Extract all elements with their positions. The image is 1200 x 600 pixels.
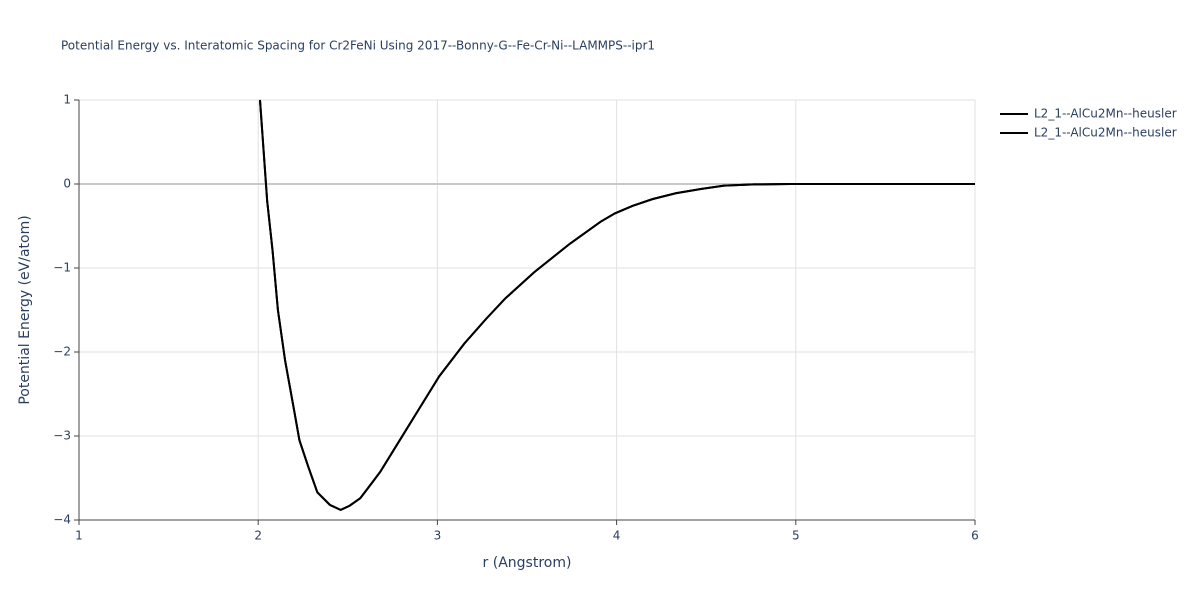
legend-label: L2_1--AlCu2Mn--heusler xyxy=(1034,126,1177,140)
x-tick-label: 2 xyxy=(254,529,262,543)
series-line xyxy=(258,99,975,512)
x-tick-label: 6 xyxy=(971,529,979,543)
x-tick-label: 4 xyxy=(613,529,621,543)
y-tick-label: −3 xyxy=(53,429,71,443)
y-tick-label: 0 xyxy=(63,177,71,191)
legend-label: L2_1--AlCu2Mn--heusler xyxy=(1034,107,1177,121)
x-tick-label: 1 xyxy=(75,529,83,543)
y-axis-label: Potential Energy (eV/atom) xyxy=(17,215,33,404)
x-tick-label: 3 xyxy=(434,529,442,543)
x-axis-label: r (Angstrom) xyxy=(483,555,572,571)
y-tick-label: −1 xyxy=(53,261,71,275)
x-tick-label: 5 xyxy=(792,529,800,543)
y-tick-label: −2 xyxy=(53,345,71,359)
y-tick-label: −4 xyxy=(53,513,71,527)
y-tick-label: 1 xyxy=(63,93,71,107)
chart-title: Potential Energy vs. Interatomic Spacing… xyxy=(61,39,655,53)
